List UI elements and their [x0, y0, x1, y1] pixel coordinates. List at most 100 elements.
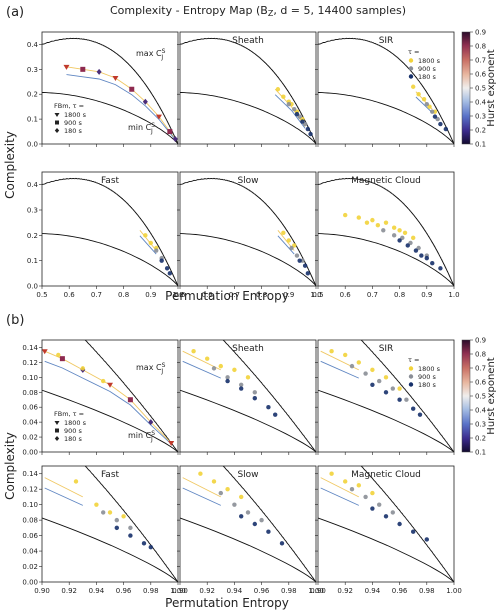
ylabel-b: Complexity	[3, 432, 17, 500]
y-tick-label: 0.08	[22, 517, 38, 525]
legend-marker	[408, 382, 414, 387]
min-complexity-curve	[180, 389, 316, 452]
data-point	[294, 253, 300, 258]
max-complexity-curve	[360, 466, 454, 582]
panel-sheath-a: Sheath	[177, 31, 317, 147]
plot-frame	[179, 465, 317, 583]
data-point	[305, 126, 311, 132]
data-point	[245, 510, 251, 515]
colorbar-a: 0.1 0.2 0.3 0.4 0.5 0.6 0.7 0.8 0.9 Hurst expone…	[461, 29, 497, 149]
max-curve-label: max CS J	[136, 362, 166, 375]
plot-frame	[41, 171, 179, 287]
data-point	[154, 248, 159, 253]
data-point	[370, 367, 375, 373]
fbm-line	[44, 487, 83, 506]
legend-entry: 900 s	[64, 427, 82, 435]
data-point	[232, 367, 237, 373]
x-tick-label: 1.0	[448, 291, 459, 299]
data-point	[225, 375, 230, 380]
fbm-marker	[168, 441, 175, 447]
y-tick-label: 0.10	[22, 374, 38, 382]
data-point	[356, 360, 361, 365]
x-tick-label: 0.92	[337, 587, 353, 595]
colorbar-tick-label: 0.9	[475, 29, 486, 37]
max-complexity-curve	[42, 177, 178, 286]
data-point	[411, 406, 416, 411]
fbm-line	[277, 235, 295, 255]
data-point	[381, 228, 386, 233]
legend-entry: 180 s	[64, 127, 82, 135]
fbm-line	[415, 96, 433, 113]
min-complexity-curve	[42, 517, 178, 582]
x-tick-label: 0.5	[36, 291, 47, 299]
max-complexity-curve	[180, 177, 316, 286]
data-point	[275, 87, 281, 92]
data-point	[383, 514, 389, 519]
tau-legend-title: τ =	[408, 48, 419, 56]
fbm-line	[320, 487, 359, 506]
data-point	[370, 506, 375, 511]
min-complexity-curve	[42, 92, 178, 144]
x-tick-label: 1.00	[446, 587, 462, 595]
y-tick-label: 0.12	[22, 359, 38, 367]
data-point	[167, 271, 173, 276]
legend-marker-triangle	[54, 421, 60, 425]
x-tick-label: 0.7	[229, 291, 240, 299]
data-point	[438, 266, 443, 271]
x-tick-label: 0.6	[340, 291, 352, 299]
y-tick-label: 0.3	[27, 66, 38, 74]
fbm-line	[320, 477, 360, 498]
plot-frame	[317, 31, 455, 145]
data-point	[245, 375, 251, 380]
colorbar-b: 0.1 0.2 0.3 0.4 0.5 0.6 0.7 0.8 0.9 Hurst expone…	[461, 337, 497, 457]
max-curve-label: max CS J	[136, 48, 166, 61]
plot-frame	[179, 31, 317, 145]
data-point	[281, 230, 286, 235]
y-tick-label: 0.14	[22, 470, 38, 478]
data-point	[424, 255, 429, 261]
data-point	[419, 253, 424, 258]
x-tick-label: 0.6	[202, 291, 214, 299]
x-tick-label: 0.98	[143, 587, 159, 595]
fbm-line	[66, 74, 176, 140]
colorbar-b-label: Hurst exponent	[486, 357, 497, 434]
y-tick-label: 0.00	[22, 579, 38, 587]
data-point	[159, 258, 164, 263]
y-tick-label: 0.10	[22, 501, 38, 509]
legend-entry: 1800 s	[64, 419, 87, 427]
data-point	[266, 405, 271, 410]
data-point	[302, 263, 308, 268]
figure-title: Complexity - Entropy Map (BZ, d = 5, 144…	[110, 4, 406, 18]
colorbar-a-ticks: 0.1 0.2 0.3 0.4 0.5 0.6 0.7 0.8 0.9	[470, 29, 487, 149]
data-point	[411, 235, 416, 241]
x-tick-label: 0.98	[419, 587, 435, 595]
fbm-line	[182, 360, 221, 379]
data-point	[128, 525, 133, 531]
colorbar-tick-label: 0.7	[475, 365, 486, 373]
colorbar-tick-label: 0.5	[475, 85, 486, 93]
y-tick-label: 0.06	[22, 404, 38, 412]
data-point	[430, 261, 435, 266]
panel-title: Magnetic Cloud	[351, 470, 421, 480]
data-point	[424, 537, 429, 542]
x-tick-label: 0.8	[118, 291, 129, 299]
x-tick-label: 0.92	[61, 587, 77, 595]
data-point	[94, 502, 99, 507]
min-complexity-curve	[318, 233, 454, 286]
y-tick-label: 0.2	[27, 232, 38, 240]
data-point	[239, 386, 244, 391]
fbm-line	[320, 360, 359, 379]
colorbar-b-ticks: 0.1 0.2 0.3 0.4 0.5 0.6 0.7 0.8 0.9	[470, 337, 487, 457]
x-tick-label: 0.94	[365, 587, 381, 595]
min-complexity-curve	[318, 517, 454, 582]
data-point	[121, 514, 126, 519]
x-tick-label: 0.9	[421, 291, 432, 299]
panel-title: Magnetic Cloud	[351, 176, 421, 186]
data-point	[390, 510, 395, 515]
data-point	[391, 233, 397, 238]
data-point	[397, 228, 402, 233]
data-point	[198, 471, 203, 476]
data-point	[375, 223, 381, 228]
min-curve-label: min CS J	[128, 430, 155, 443]
x-tick-label: 0.96	[254, 587, 270, 595]
